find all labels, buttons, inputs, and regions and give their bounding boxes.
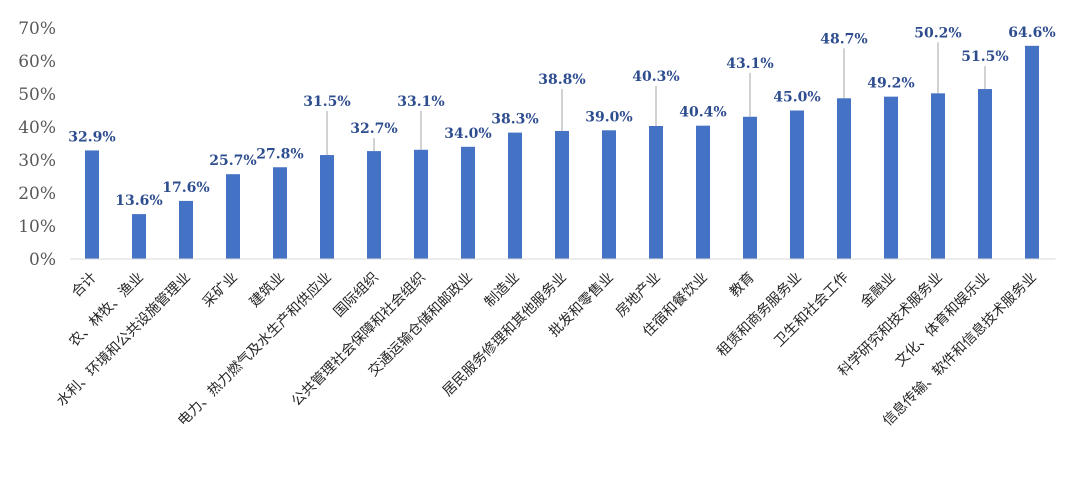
bar [320,155,334,259]
category-label: 合计 [69,270,100,301]
data-label: 48.7% [820,31,867,47]
bar [602,130,616,259]
bar [1025,45,1039,259]
data-label: 38.8% [538,72,585,88]
bars [85,45,1039,260]
bar [226,174,240,259]
category-label: 制造业 [482,270,523,311]
bar [931,93,945,259]
data-label: 39.0% [585,109,632,125]
category-label: 教育 [727,270,758,301]
data-label: 31.5% [303,94,350,110]
bar [884,96,898,259]
category-label: 建筑业 [247,270,288,311]
y-tick-label: 40% [18,118,56,138]
data-label: 49.2% [867,76,914,92]
bar [414,149,428,259]
data-label: 38.3% [491,112,538,128]
label-leader-lines [326,42,986,156]
data-label: 27.8% [256,146,303,162]
y-tick-label: 70% [18,19,56,39]
data-label: 34.0% [444,126,491,142]
data-label: 45.0% [773,90,820,106]
data-label: 50.2% [914,25,961,41]
data-label: 64.6% [1008,25,1055,41]
data-label: 32.9% [68,129,115,145]
data-label: 40.3% [632,69,679,85]
bar [837,98,851,259]
data-label: 25.7% [209,153,256,169]
category-label: 租赁和商务服务业 [714,270,805,361]
y-tick-label: 20% [18,184,56,204]
bar [132,214,146,259]
bar [978,89,992,259]
y-tick-label: 10% [18,217,56,237]
y-tick-label: 50% [18,85,56,105]
bar [790,110,804,259]
bar [179,200,193,259]
data-label: 13.6% [115,193,162,209]
bar [273,167,287,259]
category-label: 金融业 [858,270,899,311]
y-tick-label: 30% [18,151,56,171]
data-label: 51.5% [961,49,1008,65]
data-label: 17.6% [162,180,209,196]
data-label: 33.1% [397,94,444,110]
data-label: 40.4% [679,105,726,121]
data-label: 32.7% [350,121,397,137]
y-tick-label: 60% [18,52,56,72]
bar [85,150,99,259]
bar [461,146,475,259]
bar [743,116,757,260]
y-axis: 0% 10% 20% 30% 40% 50% 60% 70% [18,19,56,270]
bar [649,126,663,259]
data-labels: 32.9% 13.6%17.6%25.7% 27.8% 31.5%32.7%33.1%… [68,25,1055,209]
bar [367,151,381,259]
bar [696,125,710,260]
data-label: 43.1% [726,56,773,72]
category-label: 采矿业 [200,270,241,311]
bar [508,132,522,259]
y-tick-label: 0% [29,250,56,270]
bar [555,130,569,259]
